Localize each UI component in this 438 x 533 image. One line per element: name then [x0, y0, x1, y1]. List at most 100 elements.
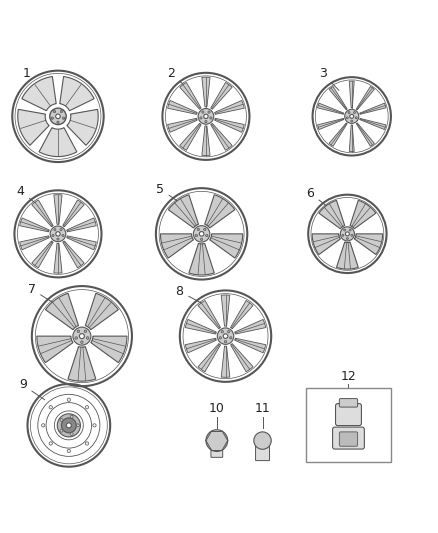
Circle shape	[67, 423, 71, 428]
Text: 2: 2	[167, 67, 191, 91]
Polygon shape	[20, 236, 49, 250]
Text: 9: 9	[19, 378, 45, 400]
Polygon shape	[354, 234, 383, 255]
Circle shape	[93, 424, 96, 427]
Circle shape	[205, 120, 207, 123]
Polygon shape	[198, 301, 220, 329]
Polygon shape	[67, 236, 96, 250]
Circle shape	[70, 415, 73, 418]
Text: 3: 3	[319, 67, 339, 91]
Polygon shape	[54, 244, 62, 273]
Circle shape	[340, 227, 354, 241]
Circle shape	[195, 235, 198, 237]
Text: 10: 10	[209, 402, 225, 415]
Circle shape	[60, 110, 63, 112]
Polygon shape	[37, 336, 73, 362]
Polygon shape	[39, 127, 77, 157]
Circle shape	[348, 111, 350, 114]
Circle shape	[51, 117, 53, 119]
Circle shape	[85, 442, 88, 445]
Circle shape	[346, 117, 348, 119]
Polygon shape	[180, 83, 201, 109]
Polygon shape	[230, 301, 253, 329]
Polygon shape	[185, 319, 216, 334]
Circle shape	[57, 414, 81, 437]
Circle shape	[198, 109, 214, 124]
FancyBboxPatch shape	[339, 399, 357, 407]
Circle shape	[349, 229, 351, 231]
Circle shape	[42, 424, 45, 427]
Polygon shape	[32, 200, 53, 227]
Circle shape	[353, 111, 356, 114]
Polygon shape	[350, 200, 376, 229]
Circle shape	[230, 337, 232, 339]
Polygon shape	[221, 346, 230, 377]
Polygon shape	[319, 200, 345, 229]
Polygon shape	[20, 218, 49, 232]
Polygon shape	[360, 103, 386, 114]
Polygon shape	[67, 109, 98, 146]
Circle shape	[206, 430, 228, 451]
Circle shape	[200, 117, 202, 119]
Circle shape	[346, 238, 348, 239]
Circle shape	[345, 109, 359, 124]
Text: 7: 7	[28, 282, 56, 304]
Circle shape	[217, 328, 234, 344]
Circle shape	[351, 235, 353, 236]
Circle shape	[67, 398, 71, 401]
Polygon shape	[168, 100, 197, 115]
Circle shape	[60, 429, 63, 432]
FancyBboxPatch shape	[211, 440, 223, 457]
Polygon shape	[211, 124, 232, 150]
Circle shape	[67, 449, 71, 453]
Circle shape	[204, 114, 208, 118]
Circle shape	[60, 229, 62, 231]
Polygon shape	[235, 338, 266, 353]
Text: 8: 8	[176, 285, 208, 306]
Polygon shape	[46, 293, 78, 330]
Text: 11: 11	[254, 402, 270, 415]
Circle shape	[57, 238, 59, 240]
Bar	[306, 389, 391, 462]
Polygon shape	[235, 319, 266, 334]
FancyBboxPatch shape	[255, 436, 269, 461]
Circle shape	[355, 117, 357, 119]
Circle shape	[210, 117, 212, 119]
Circle shape	[197, 228, 200, 231]
Polygon shape	[215, 118, 244, 132]
Polygon shape	[60, 77, 94, 111]
Circle shape	[224, 341, 227, 343]
Polygon shape	[202, 77, 210, 107]
Circle shape	[49, 442, 53, 445]
Circle shape	[81, 341, 83, 343]
Circle shape	[63, 117, 65, 119]
Circle shape	[84, 330, 87, 333]
Circle shape	[50, 108, 66, 125]
Circle shape	[77, 330, 80, 333]
Circle shape	[350, 115, 354, 118]
Polygon shape	[329, 86, 347, 110]
Polygon shape	[215, 100, 244, 115]
Polygon shape	[329, 123, 347, 146]
Circle shape	[208, 111, 210, 113]
Polygon shape	[318, 103, 344, 114]
Polygon shape	[68, 346, 96, 381]
Circle shape	[199, 231, 204, 236]
Circle shape	[254, 432, 271, 449]
Circle shape	[61, 418, 76, 433]
Circle shape	[193, 225, 210, 242]
Polygon shape	[54, 195, 62, 224]
Polygon shape	[168, 195, 198, 228]
Circle shape	[75, 337, 78, 339]
Circle shape	[52, 235, 54, 237]
Circle shape	[53, 110, 56, 112]
Circle shape	[228, 330, 230, 333]
Polygon shape	[189, 244, 214, 275]
Circle shape	[70, 433, 73, 435]
Polygon shape	[318, 118, 344, 130]
Polygon shape	[349, 125, 354, 151]
Circle shape	[56, 232, 60, 236]
Circle shape	[56, 114, 60, 119]
Polygon shape	[360, 118, 386, 130]
Polygon shape	[63, 200, 84, 227]
